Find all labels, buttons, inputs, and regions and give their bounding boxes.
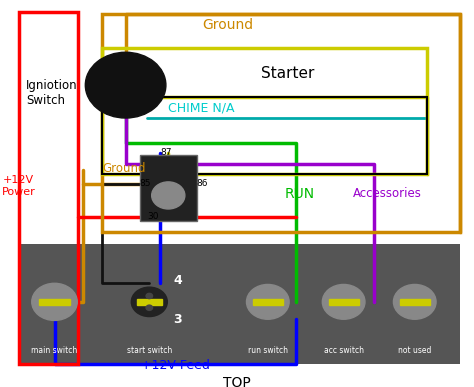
Circle shape xyxy=(152,182,185,209)
Bar xyxy=(19,244,460,364)
Bar xyxy=(253,299,283,305)
Text: 4: 4 xyxy=(173,274,182,287)
Circle shape xyxy=(393,284,436,319)
Text: RUN: RUN xyxy=(284,187,315,200)
Circle shape xyxy=(32,283,77,320)
Circle shape xyxy=(146,305,153,310)
Text: acc switch: acc switch xyxy=(324,346,364,355)
Text: Starter: Starter xyxy=(261,66,314,81)
Circle shape xyxy=(131,287,167,317)
Text: Accessories: Accessories xyxy=(353,187,422,200)
Bar xyxy=(102,14,460,232)
Circle shape xyxy=(322,284,365,319)
Text: 30: 30 xyxy=(147,212,158,221)
Text: 86: 86 xyxy=(197,179,208,188)
Text: run switch: run switch xyxy=(248,346,288,355)
Text: CHIME N/A: CHIME N/A xyxy=(168,102,235,115)
Bar xyxy=(328,299,358,305)
Text: 3: 3 xyxy=(173,313,182,326)
Text: 85: 85 xyxy=(140,179,151,188)
Bar xyxy=(102,48,427,174)
Text: main switch: main switch xyxy=(31,346,78,355)
Text: 87: 87 xyxy=(160,148,172,158)
Text: Ground: Ground xyxy=(102,162,146,175)
Circle shape xyxy=(246,284,289,319)
Text: start switch: start switch xyxy=(127,346,172,355)
Bar xyxy=(19,12,78,364)
Circle shape xyxy=(146,293,153,299)
Bar xyxy=(38,298,71,305)
Text: +12V
Power: +12V Power xyxy=(2,175,36,197)
Bar xyxy=(400,299,429,305)
Circle shape xyxy=(85,52,166,118)
Bar xyxy=(140,155,197,221)
Bar xyxy=(137,299,162,305)
Text: not used: not used xyxy=(398,346,431,355)
Bar xyxy=(102,97,427,174)
Text: Igniotion
Switch: Igniotion Switch xyxy=(26,79,78,107)
Text: Ground: Ground xyxy=(202,18,253,32)
Text: +12V Feed: +12V Feed xyxy=(141,359,210,372)
Text: TOP: TOP xyxy=(223,376,251,387)
